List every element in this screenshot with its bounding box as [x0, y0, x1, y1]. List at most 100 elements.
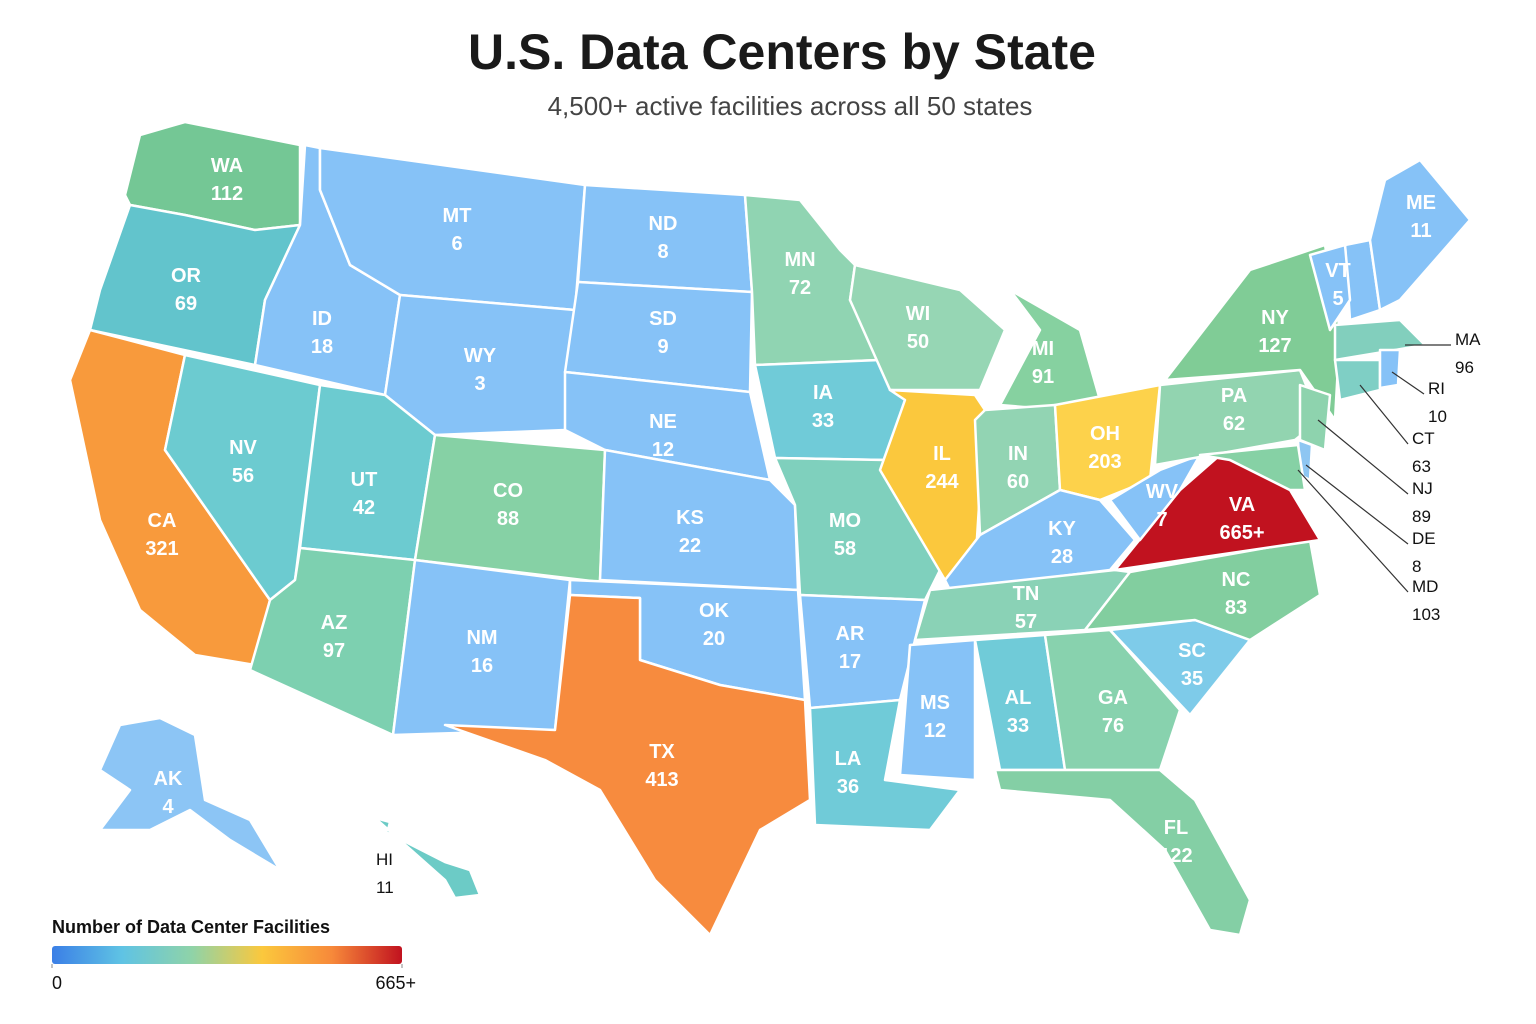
state-shape: [1108, 453, 1202, 542]
state-value: 5: [1332, 288, 1343, 310]
state-value: 16: [471, 655, 493, 677]
state-value: 18: [311, 336, 333, 358]
state-value: 9: [657, 336, 668, 358]
state-abbr: AZ: [321, 612, 348, 634]
state-abbr: ND: [649, 213, 678, 235]
state-value: 122: [1159, 845, 1192, 867]
state-abbr: MT: [443, 205, 472, 227]
state-value: 89: [1412, 507, 1431, 526]
state-value: 413: [645, 769, 678, 791]
state-abbr: MD: [1412, 577, 1438, 596]
state-abbr: NC: [1222, 569, 1251, 591]
state-abbr: VA: [1229, 494, 1255, 516]
state-abbr: CT: [1412, 429, 1435, 448]
state-value: 62: [1223, 413, 1245, 435]
state-value: 28: [1051, 546, 1073, 568]
state-value: 8: [1412, 557, 1421, 576]
state-shape: [443, 593, 812, 937]
state-value: 12: [652, 439, 674, 461]
state-abbr: OR: [171, 265, 202, 287]
state-abbr: AL: [1005, 687, 1032, 709]
state-value: 22: [679, 535, 701, 557]
state-abbr: IL: [933, 443, 951, 465]
states: WA112OR69CA321NV56ID18MT6WY3UT42AZ97CO88…: [68, 120, 1481, 937]
state-shape: [373, 816, 482, 900]
state-shape: [1368, 158, 1472, 312]
state-abbr: NJ: [1412, 479, 1433, 498]
state-abbr: UT: [351, 469, 378, 491]
state-abbr: CA: [148, 510, 177, 532]
state-abbr: OH: [1090, 423, 1120, 445]
state-shape: [576, 183, 754, 294]
state-shape: [1298, 383, 1332, 452]
leader-line: [1317, 419, 1409, 495]
leader-line: [1305, 464, 1409, 545]
state-shape: [1198, 443, 1307, 492]
state-shape: [1043, 628, 1182, 772]
state-abbr: NY: [1261, 307, 1289, 329]
state-value: 57: [1015, 611, 1037, 633]
legend-title: Number of Data Center Facilities: [52, 917, 330, 937]
state-abbr: CO: [493, 480, 523, 502]
state-value: 96: [1455, 358, 1474, 377]
leader-line: [1391, 371, 1425, 395]
state-value: 203: [1088, 451, 1121, 473]
state-abbr: AR: [836, 623, 865, 645]
state-abbr: OK: [699, 600, 730, 622]
state-value: 35: [1181, 668, 1203, 690]
legend-gradient: [52, 946, 402, 964]
subtitle: 4,500+ active facilities across all 50 s…: [548, 91, 1033, 121]
state-value: 321: [145, 538, 178, 560]
state-shape: [993, 768, 1252, 937]
state-value: 3: [474, 373, 485, 395]
legend-tick-label: 665+: [375, 973, 416, 993]
state-abbr: TX: [649, 741, 675, 763]
state-abbr: ID: [312, 308, 332, 330]
state-shape: [383, 293, 577, 437]
state-abbr: KS: [676, 507, 704, 529]
state-value: 97: [323, 640, 345, 662]
state-abbr: MI: [1032, 338, 1054, 360]
state-abbr: LA: [835, 748, 862, 770]
state-value: 72: [789, 277, 811, 299]
state-value: 83: [1225, 597, 1247, 619]
state-value: 91: [1032, 366, 1054, 388]
state-value: 6: [451, 233, 462, 255]
state-abbr: MA: [1455, 330, 1481, 349]
state-value: 665+: [1219, 522, 1264, 544]
state-shape: [1378, 348, 1402, 390]
leader-line: [1297, 469, 1409, 593]
state-abbr: KY: [1048, 518, 1076, 540]
state-value: 33: [1007, 715, 1029, 737]
state-value: 112: [211, 183, 243, 205]
title: U.S. Data Centers by State: [468, 24, 1096, 80]
state-abbr: IN: [1008, 443, 1028, 465]
state-abbr: HI: [376, 850, 393, 869]
state-value: 76: [1102, 715, 1124, 737]
state-value: 127: [1258, 335, 1291, 357]
state-value: 58: [834, 538, 856, 560]
state-value: 17: [839, 651, 861, 673]
state-abbr: GA: [1098, 687, 1128, 709]
state-abbr: MS: [920, 692, 950, 714]
state-value: 63: [1412, 457, 1431, 476]
state-abbr: DE: [1412, 529, 1436, 548]
state-value: 88: [497, 508, 519, 530]
state-abbr: SD: [649, 308, 677, 330]
legend-ticks: 0 665+: [51, 964, 416, 993]
state-abbr: NV: [229, 437, 257, 459]
legend-tick-label: 0: [52, 973, 62, 993]
state-abbr: AK: [154, 768, 183, 790]
state-shape: [1083, 538, 1322, 642]
state-abbr: PA: [1221, 385, 1247, 407]
state-shape: [98, 716, 282, 872]
state-value: 11: [376, 878, 394, 897]
state-abbr: SC: [1178, 640, 1206, 662]
state-shape: [898, 638, 977, 782]
state-abbr: FL: [1164, 817, 1188, 839]
state-abbr: WY: [464, 345, 497, 367]
state-abbr: NM: [466, 627, 497, 649]
state-abbr: IA: [813, 382, 833, 404]
state-abbr: MN: [784, 249, 815, 271]
